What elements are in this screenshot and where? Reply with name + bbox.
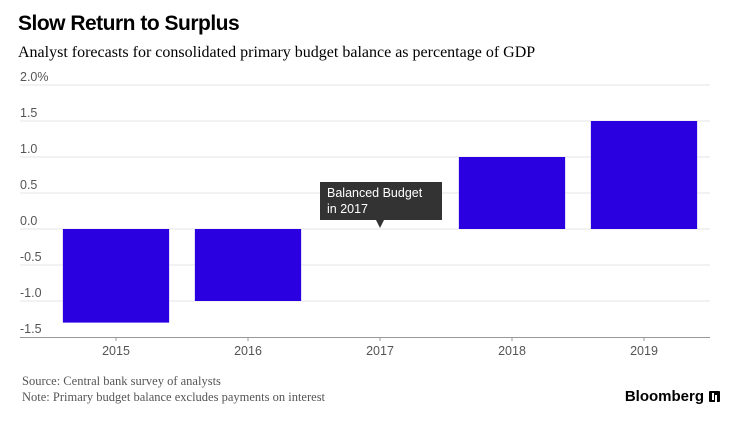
y-tick-label: 0.0 (20, 214, 37, 228)
annotation-text: in 2017 (327, 202, 368, 216)
x-tick-label: 2019 (630, 344, 658, 358)
bar-2015 (62, 229, 170, 323)
footnote: Note: Primary budget balance excludes pa… (22, 390, 326, 404)
annotation-callout (320, 182, 442, 228)
x-tick-label: 2015 (102, 344, 130, 358)
bar-2019 (590, 121, 698, 229)
y-tick-label: -1.5 (20, 322, 42, 336)
y-tick-label: -1.0 (20, 286, 42, 300)
x-tick-label: 2016 (234, 344, 262, 358)
y-tick-label: 0.5 (20, 178, 37, 192)
bar-2016 (194, 229, 302, 301)
y-tick-label: 1.0 (20, 142, 37, 156)
y-tick-label: 2.0% (20, 70, 49, 84)
x-tick-label: 2018 (498, 344, 526, 358)
source-note: Source: Central bank survey of analysts (22, 374, 221, 388)
y-tick-label: 1.5 (20, 106, 37, 120)
bar-2018 (458, 157, 566, 229)
bloomberg-logo: Bloomberg (625, 388, 720, 405)
x-tick-label: 2017 (366, 344, 394, 358)
chart-title: Slow Return to Surplus (18, 12, 240, 35)
bloomberg-mark-icon (709, 391, 720, 402)
annotation-text: Balanced Budget (327, 186, 423, 200)
brand-name: Bloomberg (624, 388, 704, 405)
chart-subtitle: Analyst forecasts for consolidated prima… (18, 44, 536, 61)
y-tick-label: -0.5 (20, 250, 42, 264)
